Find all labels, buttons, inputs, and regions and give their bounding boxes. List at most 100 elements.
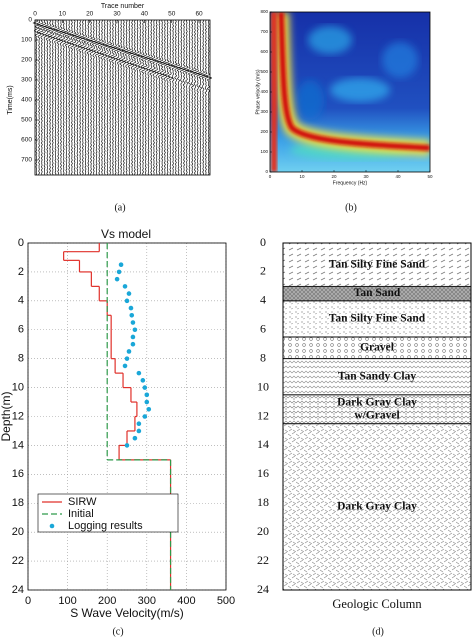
logging-point xyxy=(142,385,148,390)
layer-label: Tan Silty Fine Sand xyxy=(329,313,426,325)
energy-patch xyxy=(296,80,324,120)
trace xyxy=(109,20,117,175)
layer-label: Tan Silty Fine Sand xyxy=(329,258,426,270)
depth-label: 16 xyxy=(257,466,269,480)
trace xyxy=(136,19,144,175)
y-tick-label: 200 xyxy=(21,57,32,64)
x-tick-label: 100 xyxy=(58,595,76,607)
trace xyxy=(191,19,199,175)
y-tick-label: 700 xyxy=(21,157,32,164)
spectrum xyxy=(270,12,430,172)
caption: (d) xyxy=(372,626,384,637)
x-tick-label: 10 xyxy=(59,11,67,18)
logging-point xyxy=(144,392,150,398)
x-tick-label: 300 xyxy=(138,595,156,607)
logging-point xyxy=(128,305,134,311)
trace xyxy=(62,19,71,175)
y-tick-label: 500 xyxy=(21,117,32,124)
depth-label: 10 xyxy=(257,379,269,393)
trace xyxy=(161,19,168,175)
x-tick-label: 50 xyxy=(427,174,433,179)
x-tick-label: 10 xyxy=(299,174,305,179)
legend-swatch xyxy=(49,523,55,529)
y-tick-label: 16 xyxy=(12,468,24,480)
trace xyxy=(163,19,171,176)
depth-label: 8 xyxy=(260,350,266,364)
trace xyxy=(82,19,90,175)
plot-frame xyxy=(27,242,227,591)
trace xyxy=(197,19,204,175)
trace xyxy=(36,19,43,175)
trace xyxy=(170,19,176,175)
trace xyxy=(46,19,54,175)
x-tick-label: 40 xyxy=(395,174,401,179)
trace xyxy=(65,19,73,175)
layer-label: w/Gravel xyxy=(354,409,399,421)
trace xyxy=(32,19,41,175)
layer-label: Dark Gray Clay xyxy=(337,501,417,513)
logging-point xyxy=(114,276,120,282)
y-tick-label: 700 xyxy=(260,29,268,34)
trace xyxy=(85,19,92,175)
depth-label: 24 xyxy=(257,582,269,596)
logging-point xyxy=(136,370,142,376)
y-tick-label: 100 xyxy=(260,149,268,154)
y-tick-label: 600 xyxy=(21,137,32,144)
trace xyxy=(186,19,193,175)
layer-label: Tan Sand xyxy=(354,287,401,299)
layer-label: Tan Sandy Clay xyxy=(338,370,416,382)
logging-point xyxy=(118,262,124,267)
legend-label: Logging results xyxy=(68,520,143,532)
energy-patch xyxy=(308,26,352,54)
layer-label: Dark Gray Clay xyxy=(337,396,417,408)
x-tick-label: 40 xyxy=(141,11,149,18)
energy-patch xyxy=(330,78,390,102)
trace xyxy=(68,19,75,176)
trace xyxy=(194,19,202,175)
y-tick-label: 300 xyxy=(260,109,268,114)
logging-point xyxy=(130,341,136,347)
trace xyxy=(51,19,60,175)
logging-point xyxy=(136,421,142,427)
layer xyxy=(282,300,472,338)
x-tick-label: 0 xyxy=(25,595,31,607)
y-tick-label: 8 xyxy=(18,353,24,365)
x-tick-label: 20 xyxy=(86,11,94,18)
x-tick-label: 30 xyxy=(113,11,121,18)
y-tick-label: 600 xyxy=(260,49,268,54)
trace xyxy=(166,19,175,175)
trace xyxy=(58,19,65,175)
x-axis-label: Frequency (Hz) xyxy=(333,180,368,186)
trace xyxy=(93,19,100,175)
x-tick-label: 400 xyxy=(177,595,195,607)
y-tick-label: 800 xyxy=(260,9,268,14)
layer xyxy=(282,358,472,396)
caption: (b) xyxy=(345,202,357,213)
depth-label: 0 xyxy=(260,235,266,249)
trace xyxy=(155,19,164,175)
y-tick-label: 2 xyxy=(18,266,24,278)
depth-label: 6 xyxy=(260,322,266,336)
logging-point xyxy=(146,406,152,412)
logging-point xyxy=(130,320,136,325)
y-tick-label: 10 xyxy=(12,381,24,393)
logging-point xyxy=(124,298,130,304)
depth-label: 14 xyxy=(257,437,269,451)
x-tick-label: 500 xyxy=(217,595,235,607)
logging-point xyxy=(122,363,128,369)
traces xyxy=(32,19,212,176)
trace xyxy=(106,19,114,175)
logging-point xyxy=(142,414,148,419)
trace xyxy=(205,19,212,176)
y-axis-label: Depth(m) xyxy=(0,391,13,441)
energy-edge xyxy=(271,12,277,172)
logging-point xyxy=(116,269,122,275)
trace xyxy=(77,19,83,175)
logging-point xyxy=(132,435,138,441)
y-tick-label: 18 xyxy=(12,497,24,509)
x-axis-label: S Wave Velocity(m/s) xyxy=(70,606,184,620)
trace xyxy=(98,19,106,175)
trace xyxy=(96,19,103,175)
y-tick-label: 0 xyxy=(18,237,24,249)
trace xyxy=(182,19,191,175)
